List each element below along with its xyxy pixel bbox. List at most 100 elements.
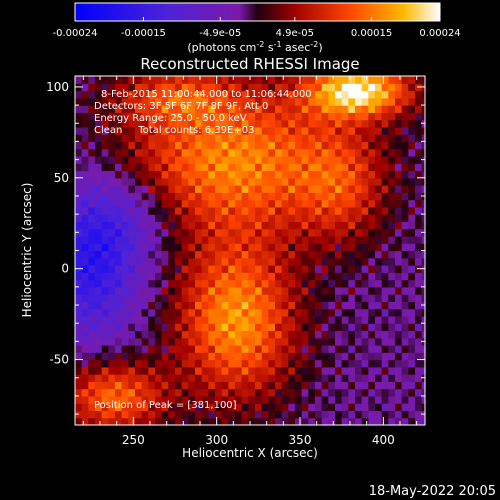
heatmap-cell	[235, 177, 243, 186]
heatmap-cell	[115, 90, 123, 99]
heatmap-cell	[108, 301, 116, 310]
heatmap-cell	[81, 352, 89, 361]
heatmap-cell	[368, 315, 376, 324]
heatmap-cell	[255, 301, 263, 310]
heatmap-cell	[181, 192, 189, 201]
heatmap-cell	[255, 286, 263, 295]
heatmap-cell	[208, 359, 216, 368]
heatmap-cell	[108, 185, 116, 193]
heatmap-cell	[115, 301, 123, 310]
heatmap-cell	[348, 148, 356, 157]
heatmap-cell	[75, 359, 83, 368]
heatmap-cell	[261, 352, 269, 361]
heatmap-cell	[108, 250, 116, 259]
heatmap-cell	[175, 337, 183, 346]
heatmap-cell	[421, 381, 425, 390]
heatmap-cell	[401, 345, 409, 353]
heatmap-cell	[95, 366, 103, 375]
colorbar-tick-label: 4.9e-05	[276, 28, 314, 39]
heatmap-cell	[268, 388, 276, 397]
heatmap-cell	[348, 134, 356, 143]
heatmap-cell	[201, 185, 209, 193]
heatmap-cell	[108, 410, 116, 419]
heatmap-cell	[241, 199, 249, 208]
heatmap-cell	[135, 257, 143, 266]
heatmap-cell	[375, 294, 383, 302]
heatmap-cell	[335, 403, 343, 412]
heatmap-cell	[301, 265, 309, 273]
heatmap-cell	[288, 366, 296, 375]
heatmap-cell	[261, 417, 269, 425]
heatmap-cell	[308, 192, 316, 201]
heatmap-cell	[415, 90, 423, 99]
heatmap-cell	[295, 366, 303, 375]
heatmap-cell	[81, 330, 89, 339]
heatmap-cell	[141, 206, 149, 215]
heatmap-cell	[361, 323, 369, 332]
heatmap-cell	[301, 330, 309, 339]
heatmap-cell	[228, 141, 236, 150]
heatmap-cell	[101, 294, 109, 302]
heatmap-cell	[81, 395, 89, 404]
heatmap-cell	[288, 155, 296, 164]
heatmap-cell	[335, 141, 343, 150]
heatmap-cell	[368, 141, 376, 150]
heatmap-cell	[75, 279, 83, 288]
heatmap-cell	[248, 286, 256, 295]
heatmap-cell	[101, 345, 109, 353]
heatmap-cell	[335, 228, 343, 237]
heatmap-cell	[388, 228, 396, 237]
heatmap-cell	[401, 134, 409, 143]
heatmap-cell	[208, 366, 216, 375]
heatmap-cell	[241, 417, 249, 425]
heatmap-cell	[355, 330, 363, 339]
heatmap-cell	[168, 163, 176, 172]
heatmap-cell	[308, 286, 316, 295]
heatmap-cell	[261, 366, 269, 375]
heatmap-cell	[235, 374, 243, 382]
heatmap-cell	[308, 337, 316, 346]
heatmap-cell	[121, 134, 129, 143]
heatmap-cell	[248, 112, 256, 121]
heatmap-cell	[335, 410, 343, 419]
heatmap-cell	[288, 177, 296, 186]
heatmap-cell	[388, 214, 396, 223]
heatmap-cell	[275, 417, 283, 425]
heatmap-cell	[95, 337, 103, 346]
heatmap-cell	[368, 374, 376, 382]
heatmap-cell	[255, 134, 263, 143]
heatmap-cell	[321, 374, 329, 382]
heatmap-cell	[288, 90, 296, 99]
heatmap-cell	[148, 177, 156, 186]
heatmap-cell	[348, 374, 356, 382]
heatmap-cell	[241, 301, 249, 310]
heatmap-cell	[295, 163, 303, 172]
heatmap-cell	[288, 141, 296, 150]
heatmap-cell	[95, 294, 103, 302]
heatmap-cell	[95, 243, 103, 252]
heatmap-cell	[261, 286, 269, 295]
heatmap-cell	[161, 134, 169, 143]
heatmap-cell	[361, 366, 369, 375]
heatmap-cell	[221, 272, 229, 281]
heatmap-cell	[168, 337, 176, 346]
heatmap-cell	[348, 388, 356, 397]
heatmap-cell	[75, 286, 83, 295]
heatmap-cell	[388, 170, 396, 179]
heatmap-cell	[141, 235, 149, 244]
heatmap-cell	[155, 199, 163, 208]
heatmap-cell	[101, 119, 109, 128]
heatmap-cell	[81, 323, 89, 332]
heatmap-cell	[401, 221, 409, 230]
heatmap-cell	[388, 112, 396, 121]
heatmap-cell	[188, 279, 196, 288]
heatmap-cell	[75, 163, 83, 172]
heatmap-cell	[361, 228, 369, 237]
heatmap-cell	[401, 366, 409, 375]
heatmap-cell	[248, 141, 256, 150]
heatmap-cell	[195, 199, 203, 208]
heatmap-cell	[121, 359, 129, 368]
heatmap-cell	[408, 155, 416, 164]
heatmap-cell	[261, 126, 269, 135]
